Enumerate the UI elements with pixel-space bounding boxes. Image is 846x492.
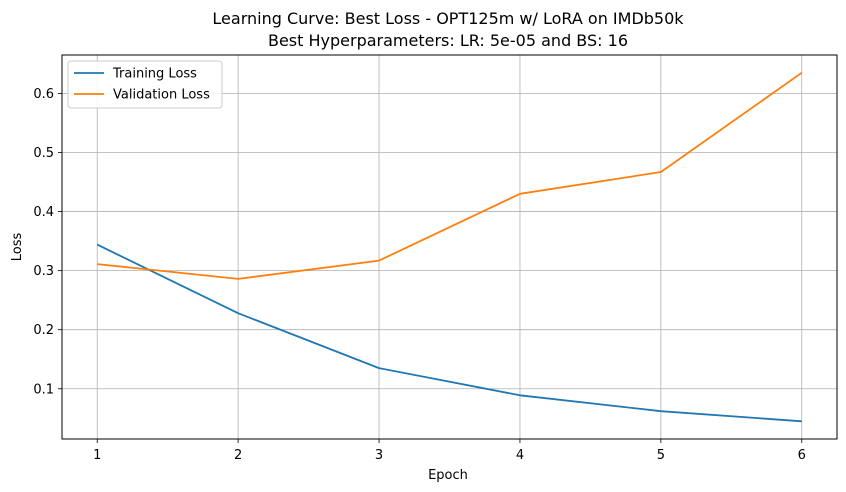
x-axis-label: Epoch <box>428 468 468 483</box>
chart-title-line-1: Learning Curve: Best Loss - OPT125m w/ L… <box>212 9 684 28</box>
series-lines <box>96 71 803 423</box>
legend-box <box>67 60 223 109</box>
x-tick-label: 2 <box>234 448 242 463</box>
chart-title-line-2: Best Hyperparameters: LR: 5e-05 and BS: … <box>268 31 628 50</box>
y-axis-label: Loss <box>10 233 25 262</box>
legend-training-label: Training Loss <box>112 67 197 82</box>
y-tick-label: 0.1 <box>33 382 54 397</box>
legend-validation-label: Validation Loss <box>113 88 210 103</box>
x-tick-label: 4 <box>516 448 524 463</box>
y-tick-label: 0.4 <box>33 205 54 220</box>
grid <box>62 55 837 439</box>
validation-loss-line <box>97 71 803 280</box>
x-tick-label: 6 <box>798 448 806 463</box>
y-tick-label: 0.3 <box>33 264 54 279</box>
x-tick-label: 3 <box>375 448 383 463</box>
x-tick-label: 1 <box>93 448 101 463</box>
legend: Training Loss Validation Loss <box>67 60 223 109</box>
y-tick-label: 0.5 <box>33 146 54 161</box>
axis-ticks: 1 2 3 4 5 6 0.1 0.2 0.3 0.4 0.5 0.6 <box>33 87 806 463</box>
y-tick-label: 0.2 <box>33 323 54 338</box>
x-tick-label: 5 <box>657 448 665 463</box>
training-loss-line <box>96 243 802 423</box>
plot-area-frame <box>61 54 838 440</box>
y-tick-label: 0.6 <box>33 87 54 102</box>
